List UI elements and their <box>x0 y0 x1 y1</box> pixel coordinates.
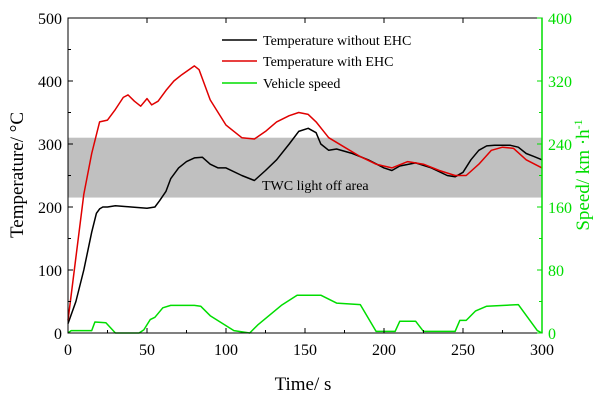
legend-label-with-ehc: Temperature with EHC <box>263 55 393 70</box>
y-right-tick-label: 400 <box>548 11 572 28</box>
x-tick-label: 150 <box>293 342 317 359</box>
series-line-without-ehc <box>67 127 543 324</box>
x-tick-label: 0 <box>64 342 72 359</box>
y-left-tick-label: 400 <box>38 74 62 91</box>
x-tick-label: 50 <box>139 342 155 359</box>
legend: Temperature without EHC Temperature with… <box>222 34 411 92</box>
legend-label-vehicle-speed: Vehicle speed <box>263 77 340 92</box>
y-left-tick-label: 300 <box>38 137 62 154</box>
y-left-axis-title: Temperature/ °C <box>7 112 28 238</box>
x-tick-label: 200 <box>372 342 396 359</box>
twc-light-off-band <box>68 137 542 198</box>
y-right-tick-label: 0 <box>548 326 556 343</box>
y-left-tick-label: 500 <box>38 11 62 28</box>
axes-layer: 0 50 100 150 200 250 3000100200300400500080160… <box>38 11 572 359</box>
y-right-tick-label: 80 <box>548 263 564 280</box>
legend-label-without-ehc: Temperature without EHC <box>263 34 411 49</box>
x-tick-label: 100 <box>214 342 238 359</box>
y-right-tick-label: 160 <box>548 200 572 217</box>
y-right-tick-label: 240 <box>548 137 572 154</box>
series-line-with-ehc <box>67 65 543 321</box>
y-left-tick-label: 200 <box>38 200 62 217</box>
x-axis-title: Time/ s <box>275 374 332 395</box>
y-right-axis-title-main: Speed/ km ·h <box>573 129 594 231</box>
y-left-tick-label: 0 <box>54 326 62 343</box>
y-right-tick-label: 320 <box>548 74 572 91</box>
twc-band-label: TWC light off area <box>262 179 369 194</box>
y-right-axis-title: Speed/ km ·h-1 <box>571 119 594 230</box>
y-left-tick-label: 100 <box>38 263 62 280</box>
y-right-axis-title-superscript: -1 <box>571 119 585 129</box>
x-tick-label: 250 <box>451 342 475 359</box>
x-tick-label: 300 <box>530 342 554 359</box>
